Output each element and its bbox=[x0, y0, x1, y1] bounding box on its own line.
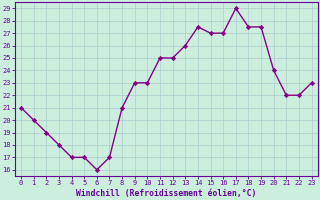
X-axis label: Windchill (Refroidissement éolien,°C): Windchill (Refroidissement éolien,°C) bbox=[76, 189, 257, 198]
